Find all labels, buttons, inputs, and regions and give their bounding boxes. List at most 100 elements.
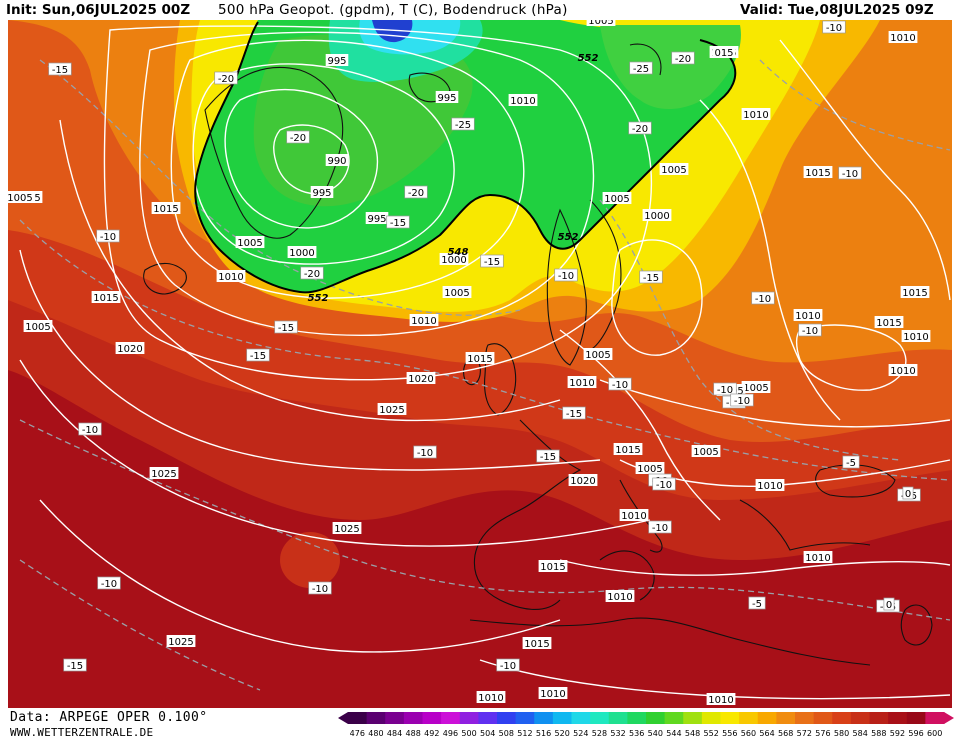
isobar-label-1010-ru2: 1010	[901, 330, 931, 343]
temp-label-i: -15	[386, 215, 410, 229]
isobar-label-1010-ne: 1010	[888, 31, 918, 44]
svg-text:0: 0	[905, 489, 911, 500]
temp-label-l: -10	[554, 268, 578, 282]
isobar-label-1015-w: 1015	[151, 202, 181, 215]
svg-text:1005: 1005	[8, 193, 33, 204]
svg-text:1000: 1000	[644, 211, 669, 222]
scale-tick-label: 544	[666, 729, 681, 738]
temp-label-aa: -15	[63, 658, 87, 672]
scale-tick-label: 520	[555, 729, 570, 738]
temp-label-ao: -10	[652, 477, 676, 491]
temperature-labels: -15 -20 -20 -25 -25 -20 -20 -20 -15 -10 -15 -10 -15 -…	[48, 20, 921, 672]
scale-tick-label: 592	[890, 729, 905, 738]
scale-swatch	[403, 712, 423, 724]
svg-text:552: 552	[308, 293, 329, 304]
isobar-label-1015-w2: 1015	[91, 291, 121, 304]
scale-tick-label: 540	[648, 729, 663, 738]
temp-label-p: -15	[246, 348, 270, 362]
svg-text:-10: -10	[734, 396, 750, 407]
svg-text:-10: -10	[717, 385, 733, 396]
svg-text:1015: 1015	[524, 639, 549, 650]
svg-text:-25: -25	[455, 120, 471, 131]
temp-label-o: -15	[274, 320, 298, 334]
scale-tick-label: 516	[536, 729, 551, 738]
isobar-label-1005-ne2: 1005	[23, 320, 53, 333]
temp-label-f: -20	[628, 121, 652, 135]
scale-swatch	[683, 712, 703, 724]
isobar-label-1005-alps: 1005	[691, 445, 721, 458]
scale-tick-label: 512	[517, 729, 532, 738]
isobar-label-1020-fr: 1020	[568, 474, 598, 487]
temp-label-al: 0	[902, 486, 914, 500]
svg-text:-10: -10	[82, 425, 98, 436]
chart-header: Init: Sun,06JUL2025 00Z 500 hPa Geopot. …	[0, 0, 959, 20]
isobar-label-1005-top: 1005	[586, 20, 616, 27]
temp-label-ag: -5	[748, 596, 766, 610]
svg-text:1010: 1010	[805, 553, 830, 564]
scale-swatch	[850, 712, 870, 724]
svg-text:1025: 1025	[379, 405, 404, 416]
isobar-label-1010-c: 1010	[409, 314, 439, 327]
svg-text:-25: -25	[633, 64, 649, 75]
isobar-label-1005-scan: 1005	[583, 348, 613, 361]
svg-text:-15: -15	[390, 218, 406, 229]
scale-tick-label: 560	[741, 729, 756, 738]
svg-text:1005: 1005	[444, 288, 469, 299]
scale-swatch	[757, 712, 777, 724]
temp-label-q: -10	[751, 291, 775, 305]
svg-text:548: 548	[448, 247, 469, 258]
temp-label-an: -10	[608, 377, 632, 391]
scale-tick-label: 504	[480, 729, 495, 738]
temp-label-u: -15	[562, 406, 586, 420]
isobars	[19, 25, 951, 700]
scale-tick-label: 532	[610, 729, 625, 738]
svg-text:1005: 1005	[693, 447, 718, 458]
geopot-contour-552	[194, 21, 737, 294]
isobar-label-1010-e: 1010	[741, 108, 771, 121]
isobar-label-1020-c: 1020	[406, 372, 436, 385]
isobar-label-1025-s: 1025	[332, 522, 362, 535]
scale-tick-label: 576	[815, 729, 830, 738]
scale-swatch	[478, 712, 498, 724]
temp-label-g: -20	[286, 130, 310, 144]
svg-text:1005: 1005	[637, 464, 662, 475]
scale-swatch	[701, 712, 721, 724]
scale-swatch	[720, 712, 740, 724]
scale-swatch	[906, 712, 926, 724]
scale-swatch	[497, 712, 517, 724]
svg-text:-20: -20	[675, 54, 691, 65]
svg-text:1010: 1010	[708, 695, 733, 706]
temp-label-ak: 0	[883, 597, 895, 611]
scale-swatch	[739, 712, 759, 724]
isobar-label-1010-naf2: 1010	[476, 691, 506, 704]
svg-text:1015: 1015	[902, 288, 927, 299]
temp-label-a: -15	[48, 62, 72, 76]
scale-tick-label: 568	[778, 729, 793, 738]
scale-arrow-left	[338, 712, 348, 724]
svg-text:1010: 1010	[621, 511, 646, 522]
isobar-label-1010-scan: 1010	[567, 376, 597, 389]
isobar-label-1010-ru3: 1010	[888, 364, 918, 377]
scale-tick-label: 500	[461, 729, 476, 738]
svg-text:-10: -10	[842, 169, 858, 180]
svg-text:1005: 1005	[585, 350, 610, 361]
svg-text:1005: 1005	[743, 383, 768, 394]
temp-label-ab: -10	[496, 658, 520, 672]
isobar-label-1000-c: 1000	[439, 253, 469, 266]
svg-text:-10: -10	[558, 271, 574, 282]
svg-text:1010: 1010	[743, 110, 768, 121]
svg-text:-10: -10	[755, 294, 771, 305]
svg-text:-5: -5	[752, 599, 762, 610]
svg-text:-15: -15	[52, 65, 68, 76]
isobar-label-1010-nc: 1010	[508, 94, 538, 107]
scale-swatch	[552, 712, 572, 724]
svg-text:1015: 1015	[467, 354, 492, 365]
temp-label-ae: -10	[838, 166, 862, 180]
isobar-label-1010-sp: 1010	[605, 590, 635, 603]
scale-swatch	[366, 712, 386, 724]
temp-label-c: -20	[671, 51, 695, 65]
scale-swatch	[925, 712, 945, 724]
temp-label-aj: -10	[713, 382, 737, 396]
temp-label-b: -20	[214, 71, 238, 85]
svg-text:-20: -20	[632, 124, 648, 135]
